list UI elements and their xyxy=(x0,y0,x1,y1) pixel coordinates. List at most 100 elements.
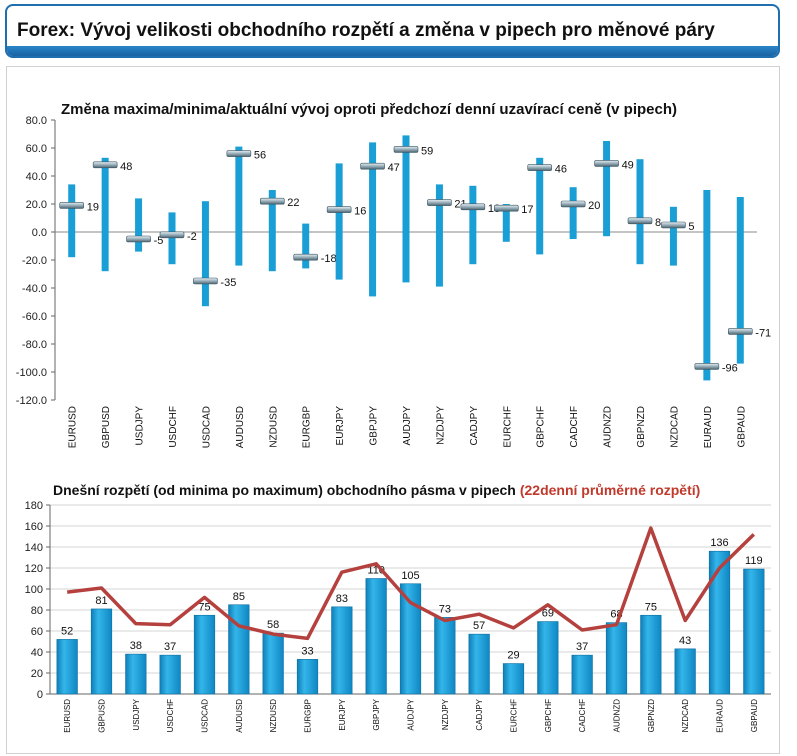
current-marker xyxy=(661,221,686,229)
x-tick-label: EURGBP xyxy=(302,406,313,449)
current-marker xyxy=(226,150,252,157)
x-tick-label: USDJPY xyxy=(135,406,146,446)
current-value-label: 8 xyxy=(655,217,661,229)
x-tick-label: GBPAUD xyxy=(736,406,747,448)
bar-value-label: 52 xyxy=(61,625,73,637)
range-bar xyxy=(569,187,577,239)
x-tick-label: GBPUSD xyxy=(98,699,107,733)
range-bar xyxy=(402,135,410,283)
current-marker xyxy=(59,202,85,209)
current-value-label: 16 xyxy=(354,206,366,218)
current-value-label: -96 xyxy=(722,362,738,374)
x-tick-label: USDCHF xyxy=(166,699,175,732)
x-tick-label: EURAUD xyxy=(703,406,714,448)
x-tick-label: AUDJPY xyxy=(407,698,416,730)
current-value-label: 19 xyxy=(87,201,99,213)
current-value-label: 22 xyxy=(287,197,299,209)
current-value-label: 56 xyxy=(254,150,266,162)
range-chart-title: Změna maxima/minima/aktuální vývoj oprot… xyxy=(61,101,677,118)
page-title: Forex: Vývoj velikosti obchodního rozpět… xyxy=(17,20,715,41)
header-box: Forex: Vývoj velikosti obchodního rozpět… xyxy=(5,4,780,58)
current-marker xyxy=(293,253,319,261)
range-size-bar xyxy=(708,550,731,695)
y-tick-label: 40 xyxy=(31,647,43,659)
x-tick-label: GBPJPY xyxy=(369,406,380,446)
average-range-line xyxy=(66,526,756,641)
x-tick-label: EURGBP xyxy=(304,699,313,733)
bar-value-label: 73 xyxy=(439,603,451,615)
x-tick-label: GBPUSD xyxy=(101,406,112,448)
y-tick-label: 100 xyxy=(25,584,43,596)
range-bar xyxy=(68,184,76,258)
range-bar xyxy=(369,142,377,297)
current-marker xyxy=(360,162,385,170)
y-tick-label: 140 xyxy=(25,542,43,554)
x-tick-label: USDCHF xyxy=(168,406,179,448)
current-value-label: 47 xyxy=(388,162,400,174)
bar-value-label: 29 xyxy=(507,650,519,662)
header-stripe xyxy=(7,46,778,56)
range-size-bar xyxy=(571,654,593,695)
x-tick-label: USDJPY xyxy=(132,698,141,730)
y-tick-label: 20.0 xyxy=(26,199,47,211)
range-size-bar xyxy=(90,608,113,695)
x-tick-label: AUDNZD xyxy=(603,406,614,448)
x-tick-label: EURCHF xyxy=(502,406,513,448)
range-size-bar xyxy=(296,659,319,695)
range-bar xyxy=(235,146,243,266)
x-tick-label: AUDJPY xyxy=(402,406,413,446)
current-marker xyxy=(527,164,553,171)
x-tick-label: GBPAUD xyxy=(750,699,759,732)
current-value-label: -5 xyxy=(154,235,164,247)
current-value-label: 5 xyxy=(688,221,694,233)
range-size-bar xyxy=(193,614,216,695)
x-tick-label: AUDNZD xyxy=(613,699,622,733)
current-value-label: 48 xyxy=(120,161,132,173)
current-marker xyxy=(460,203,486,211)
range-size-bar xyxy=(537,621,559,695)
range-size-bar xyxy=(262,632,284,695)
y-tick-label: 40.0 xyxy=(26,171,47,183)
y-tick-label: 120 xyxy=(25,563,43,575)
x-tick-label: NZDUSD xyxy=(268,406,279,448)
range-size-title-main: Dnešní rozpětí (od minima po maximum) ob… xyxy=(53,482,516,498)
range-bar xyxy=(201,201,209,307)
current-value-label: -35 xyxy=(220,277,236,289)
range-size-bar xyxy=(365,578,387,695)
range-bar xyxy=(736,197,744,364)
range-size-bar xyxy=(434,617,456,695)
range-size-chart: Dnešní rozpětí (od minima po maximum) ob… xyxy=(25,482,771,733)
bar-value-label: 33 xyxy=(301,645,313,657)
current-value-label: 59 xyxy=(421,145,433,157)
range-size-bar xyxy=(468,633,490,695)
y-tick-label: 0 xyxy=(37,689,43,701)
range-size-bar xyxy=(674,648,696,695)
y-tick-label: -60.0 xyxy=(22,311,47,323)
bar-value-label: 83 xyxy=(336,593,348,605)
range-size-bar xyxy=(399,583,422,695)
range-size-bar xyxy=(640,614,662,695)
range-size-bar xyxy=(331,606,353,695)
current-marker xyxy=(259,197,285,205)
bar-value-label: 37 xyxy=(164,641,176,653)
current-marker xyxy=(159,231,185,239)
range-bar xyxy=(603,141,611,237)
current-marker xyxy=(427,199,452,206)
range-bar xyxy=(469,185,477,265)
x-tick-label: EURJPY xyxy=(338,698,347,730)
current-value-label: 20 xyxy=(588,200,600,212)
range-bar xyxy=(101,157,109,272)
y-tick-label: -80.0 xyxy=(22,339,47,351)
x-tick-label: USDCAD xyxy=(201,699,210,733)
bar-value-label: 75 xyxy=(645,601,657,613)
x-tick-label: GBPNZD xyxy=(647,699,656,733)
x-tick-label: USDCAD xyxy=(201,406,212,448)
x-tick-label: CADCHF xyxy=(569,406,580,448)
bar-value-label: 75 xyxy=(198,601,210,613)
current-value-label: 49 xyxy=(622,159,634,171)
current-marker xyxy=(627,217,653,225)
range-size-bar xyxy=(125,653,147,695)
bar-value-label: 105 xyxy=(401,570,419,582)
y-tick-label: 80.0 xyxy=(26,115,47,127)
